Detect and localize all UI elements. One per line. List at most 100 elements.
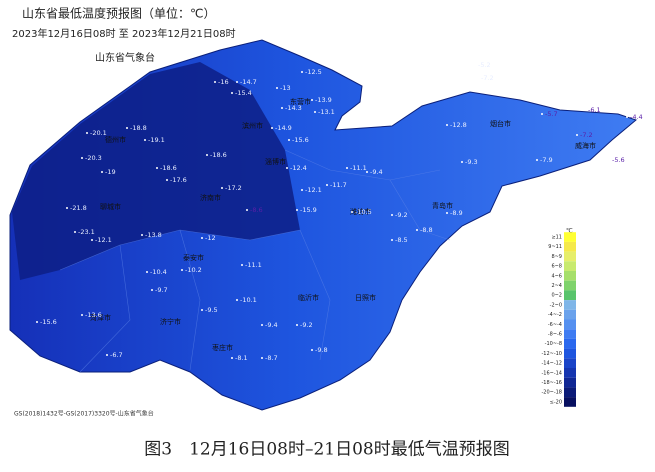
station-dot (391, 214, 393, 216)
station-dot (144, 139, 146, 141)
city-name: 青岛市 (432, 201, 453, 210)
station-dot (286, 167, 288, 169)
station-dot (201, 309, 203, 311)
temperature-label: -8.9 (450, 209, 463, 217)
station-dot (151, 289, 153, 291)
temperature-label: -15.6 (40, 318, 57, 326)
station-dot (74, 231, 76, 233)
temperature-label: -9.2 (395, 211, 408, 219)
city-name: 菏泽市 (90, 313, 111, 322)
station-dot (461, 161, 463, 163)
legend-swatch (564, 397, 576, 407)
station-dot (296, 324, 298, 326)
temperature-label: -15.4 (235, 89, 252, 97)
legend-swatch (564, 241, 576, 252)
temperature-label: -17.2 (225, 184, 242, 192)
station-dot (231, 357, 233, 359)
city-name: 德州市 (105, 135, 126, 144)
station-dot (201, 237, 203, 239)
station-dot (608, 159, 610, 161)
temperature-label: -12.8 (450, 121, 467, 129)
station-dot (416, 229, 418, 231)
temperature-label: -8.6 (250, 206, 263, 214)
legend-label: 9~11 (548, 244, 562, 250)
station-dot (311, 99, 313, 101)
temperature-label: -18.8 (130, 124, 147, 132)
station-dot (261, 324, 263, 326)
station-dot (101, 171, 103, 173)
temperature-label: -18.6 (160, 164, 177, 172)
station-dot (584, 109, 586, 111)
temperature-label: -6.1 (588, 106, 601, 114)
temperature-label: -9.8 (315, 346, 328, 354)
station-dot (231, 92, 233, 94)
temperature-label: -9.3 (465, 158, 478, 166)
legend-swatch (564, 232, 576, 242)
station-dot (281, 107, 283, 109)
temperature-label: -19.1 (148, 136, 165, 144)
county-borders (59, 149, 451, 373)
legend: ≥11 9~11 8~9 6~8 4~6 2~4 0~2 -2~0 -4~-2 -6~-4 -8~-… (541, 232, 576, 407)
temperature-label: -7.2 (481, 74, 494, 82)
station-dot (81, 314, 83, 316)
legend-label: -10~-8 (545, 341, 562, 347)
temperature-label: -20.3 (85, 154, 102, 162)
legend-label: -14~-12 (541, 361, 562, 367)
legend-swatch (564, 280, 576, 291)
temperature-label: -10.4 (150, 268, 167, 276)
temperature-label: -23.1 (78, 228, 95, 236)
temperature-label: -8.1 (235, 354, 248, 362)
legend-swatch (564, 319, 576, 330)
station-dot (214, 81, 216, 83)
station-dot (477, 77, 479, 79)
legend-swatch (564, 300, 576, 310)
temperature-label: -20.1 (90, 129, 107, 137)
legend-swatch (564, 290, 576, 301)
legend-label: 8~9 (551, 254, 562, 260)
station-dot (271, 127, 273, 129)
station-dot (106, 354, 108, 356)
temperature-label: -8.5 (395, 236, 408, 244)
city-name: 淄博市 (265, 157, 286, 166)
station-dot (146, 271, 148, 273)
legend-unit: ℃ (566, 228, 573, 235)
station-dot (296, 209, 298, 211)
map-title: 山东省最低温度预报图（单位：℃） (22, 6, 215, 21)
station-dot (351, 211, 353, 213)
station-dot (314, 111, 316, 113)
legend-swatch (564, 338, 576, 349)
temperature-label: -15.9 (300, 206, 317, 214)
legend-label: -8~-6 (548, 332, 562, 338)
temperature-label: -15.6 (292, 136, 309, 144)
station-dot (81, 157, 83, 159)
temperature-label: -10.2 (185, 266, 202, 274)
city-name: 潍坊市 (350, 207, 371, 216)
station-dot (446, 212, 448, 214)
legend-swatch (564, 348, 576, 359)
map-subtitle: 2023年12月16日08时 至 2023年12月21日08时 (12, 27, 236, 40)
legend-label: -18~-16 (541, 380, 562, 386)
temperature-label: -13.6 (85, 311, 102, 319)
legend-label: -16~-14 (541, 370, 562, 376)
station-dot (221, 187, 223, 189)
temperature-label: -9.4 (370, 168, 383, 176)
temperature-label: -14.7 (240, 78, 257, 86)
station-dot (246, 209, 248, 211)
temperature-label: -12 (205, 234, 216, 242)
legend-label: -4~-2 (548, 312, 562, 318)
city-name: 临沂市 (298, 293, 319, 302)
temperature-label: -13.1 (318, 108, 335, 116)
legend-swatch (564, 309, 576, 320)
city-name: 日照市 (355, 293, 376, 302)
legend-swatch (564, 261, 576, 271)
legend-label: -2~0 (550, 302, 562, 308)
temperatures: -16 -14.7 -15.4 -13 -12.5 -14.3 -13.1 -20.1 -18.… (36, 61, 643, 362)
legend-label: 0~2 (551, 293, 562, 299)
temperature-label: -13.8 (145, 231, 162, 239)
temperature-label: -9.2 (300, 321, 313, 329)
station-dot (474, 64, 476, 66)
city-name: 济宁市 (160, 317, 181, 326)
